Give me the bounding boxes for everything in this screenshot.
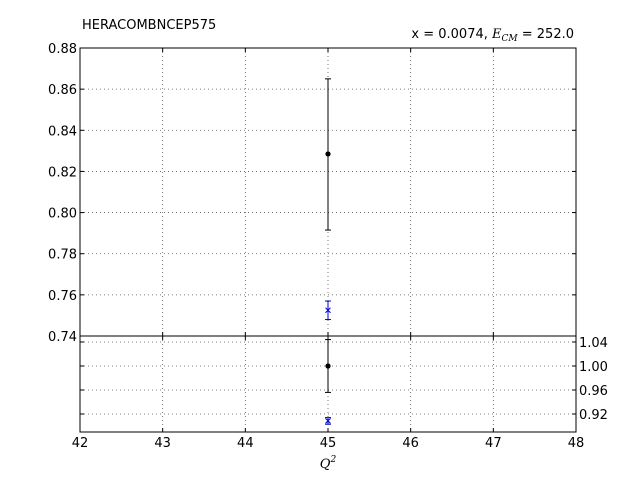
- top-panel-ticks: 0.74 0.76 0.78 0.80 0.82 0.84 0.86 0.88: [48, 42, 576, 345]
- top-theory-point: [325, 307, 331, 314]
- x-tick-label: 46: [402, 436, 419, 451]
- bottom-theory-point: [325, 418, 331, 424]
- top-data-point: [325, 151, 331, 157]
- x-axis-label: Q2: [320, 455, 337, 472]
- top-y-tick-label: 0.76: [48, 289, 77, 304]
- annotation-prefix: x = 0.0074,: [411, 27, 492, 42]
- bottom-y-tick-label: 0.92: [579, 408, 608, 423]
- top-y-tick-label: 0.80: [48, 207, 77, 222]
- top-y-tick-label: 0.74: [48, 330, 77, 345]
- annotation-suffix: = 252.0: [518, 27, 574, 42]
- top-y-tick-label: 0.88: [48, 42, 77, 57]
- chart-annotation: x = 0.0074, ECM = 252.0: [411, 27, 574, 44]
- annotation-energy-subscript: CM: [502, 34, 519, 44]
- x-tick-label: 45: [320, 436, 337, 451]
- bottom-panel-marks: [325, 339, 331, 425]
- bottom-y-tick-label: 0.96: [579, 384, 608, 399]
- x-tick-label: 48: [568, 436, 585, 451]
- bottom-data-point: [325, 363, 331, 369]
- x-tick-label: 42: [72, 436, 89, 451]
- bottom-panel-ticks: 0.92 0.96 1.00 1.04: [80, 336, 608, 423]
- top-y-tick-label: 0.78: [48, 248, 77, 263]
- bottom-y-tick-label: 1.04: [579, 336, 608, 351]
- x-axis-superscript: 2: [329, 455, 336, 465]
- top-y-tick-label: 0.82: [48, 165, 77, 180]
- bottom-panel-frame: [79, 335, 577, 433]
- bottom-y-tick-label: 1.00: [579, 360, 608, 375]
- x-tick-label: 44: [237, 436, 254, 451]
- annotation-energy-symbol: E: [491, 27, 502, 42]
- top-y-tick-label: 0.86: [48, 83, 77, 98]
- chart-title: HERACOMBNCEP575: [82, 18, 216, 33]
- top-y-tick-label: 0.84: [48, 124, 77, 139]
- x-axis-symbol: Q: [320, 457, 331, 472]
- top-panel-marks: [325, 78, 331, 321]
- x-tick-label: 43: [154, 436, 171, 451]
- x-tick-label: 47: [485, 436, 502, 451]
